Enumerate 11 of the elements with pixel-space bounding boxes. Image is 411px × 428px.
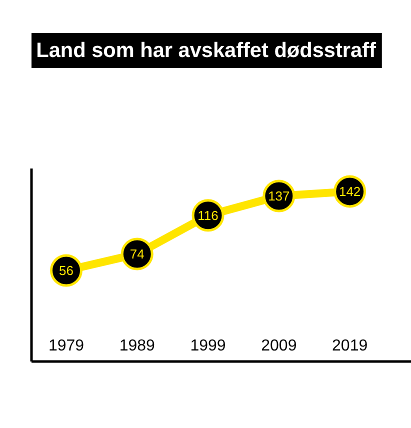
data-label: 116 <box>198 208 218 223</box>
x-tick-label: 2019 <box>332 338 368 354</box>
x-tick-label: 1989 <box>119 338 156 354</box>
x-tick-label: 2009 <box>261 338 297 354</box>
data-label: 56 <box>59 263 74 278</box>
data-label: 74 <box>130 246 144 262</box>
x-tick-label: 1999 <box>190 338 226 354</box>
chart-title: Land som har avskaffet dødsstraff <box>36 39 376 62</box>
x-tick-label: 1979 <box>48 338 84 354</box>
data-label: 137 <box>268 188 290 204</box>
data-label: 142 <box>338 184 361 199</box>
